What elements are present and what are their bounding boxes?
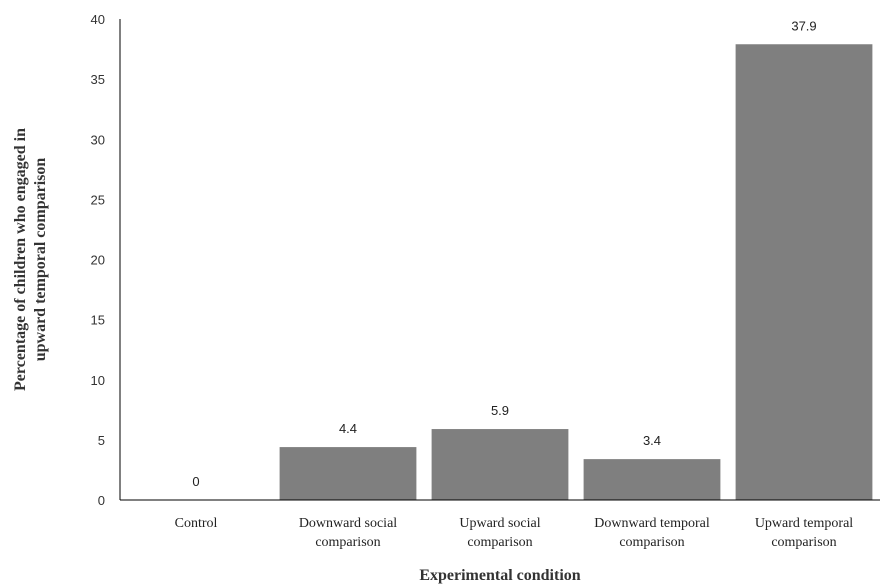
x-category-label: Control xyxy=(175,516,218,531)
x-category-label-line: comparison xyxy=(315,535,380,550)
x-category-label: Upward temporal comparison xyxy=(755,516,853,550)
x-category-label-line: Upward social xyxy=(459,516,540,531)
y-tick-label: 15 xyxy=(91,313,105,328)
y-tick-label: 25 xyxy=(91,192,105,207)
data-labels: 0 4.4 5.9 3.4 37.9 xyxy=(192,18,816,489)
data-label: 5.9 xyxy=(491,403,509,418)
bars-group xyxy=(279,44,873,500)
y-tick-label: 35 xyxy=(91,72,105,87)
x-category-label-line: Control xyxy=(175,516,218,531)
bar xyxy=(583,459,721,500)
x-category-label-line: comparison xyxy=(619,535,684,550)
data-label: 3.4 xyxy=(643,433,661,448)
bar xyxy=(431,429,569,500)
y-tick-label: 30 xyxy=(91,132,105,147)
y-axis-title-line: upward temporal comparison xyxy=(32,158,49,362)
x-category-label-line: Upward temporal xyxy=(755,516,853,531)
data-label: 37.9 xyxy=(791,18,816,33)
y-tick-label: 40 xyxy=(91,12,105,27)
bar xyxy=(735,44,873,500)
y-axis-ticks: 0 5 10 15 20 25 30 35 40 xyxy=(91,12,105,508)
y-tick-label: 20 xyxy=(91,253,105,268)
x-category-label-line: Downward temporal xyxy=(594,516,710,531)
x-category-label: Downward social comparison xyxy=(299,516,397,550)
data-label: 4.4 xyxy=(339,421,357,436)
x-category-label: Downward temporal comparison xyxy=(594,516,710,550)
y-axis-title-line: Percentage of children who engaged in xyxy=(12,128,29,391)
x-category-label: Upward social comparison xyxy=(459,516,540,550)
bar xyxy=(279,447,417,500)
y-tick-label: 10 xyxy=(91,373,105,388)
y-tick-label: 0 xyxy=(98,493,105,508)
y-axis-title: Percentage of children who engaged in upw… xyxy=(12,128,49,391)
x-axis-title: Experimental condition xyxy=(419,567,580,584)
x-category-label-line: comparison xyxy=(771,535,836,550)
x-category-label-line: comparison xyxy=(467,535,532,550)
data-label: 0 xyxy=(192,474,199,489)
x-category-label-line: Downward social xyxy=(299,516,397,531)
y-tick-label: 5 xyxy=(98,433,105,448)
